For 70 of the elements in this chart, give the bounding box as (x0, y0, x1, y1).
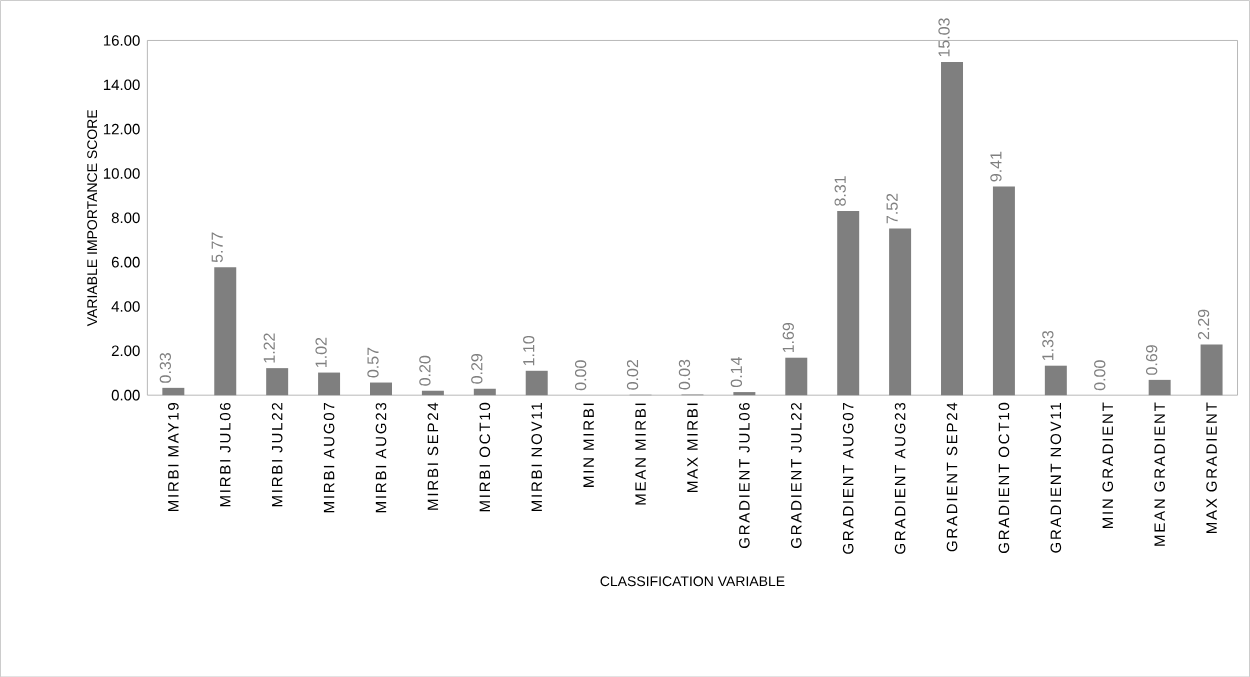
x-tick-label: MEAN MIRBI (635, 403, 646, 505)
data-label: 9.41 (990, 151, 1002, 182)
x-tick-label: MIN MIRBI (583, 403, 594, 487)
data-label: 1.33 (1042, 330, 1054, 360)
bar (889, 228, 912, 395)
data-label: 0.00 (574, 360, 587, 390)
bar (162, 387, 185, 395)
bar (1148, 379, 1171, 395)
x-tick-label: MAX GRADIENT (1206, 402, 1217, 533)
data-label: 8.31 (834, 175, 846, 206)
x-tick-label: MIRBI JUL06 (219, 402, 231, 507)
x-tick-label: GRADIENT SEP24 (946, 402, 958, 552)
y-tick-label: 0.00 (111, 389, 140, 401)
x-tick-label: GRADIENT JUL22 (790, 402, 802, 548)
bar (837, 210, 860, 395)
bar (1044, 365, 1067, 395)
y-tick-label: 6.00 (111, 256, 140, 268)
bar (473, 388, 496, 395)
x-tick-label: MIRBI MAY19 (168, 402, 179, 511)
x-tick-label: MIRBI AUG23 (375, 402, 387, 512)
x-tick-label: GRADIENT AUG07 (842, 402, 854, 554)
data-label: 1.10 (523, 335, 535, 365)
data-label: 0.57 (367, 347, 379, 378)
data-label: 1.22 (263, 333, 275, 363)
x-tick-label: MAX MIRBI (687, 403, 698, 492)
data-label: 0.14 (730, 356, 743, 387)
data-label: 0.33 (159, 352, 172, 383)
x-tick-label: MIRBI OCT10 (479, 402, 491, 512)
bar (370, 382, 392, 395)
data-label: 0.03 (678, 359, 691, 390)
y-tick-label: 8.00 (111, 212, 140, 223)
data-label: 0.02 (626, 359, 639, 390)
bar (992, 186, 1015, 395)
data-label: 7.52 (886, 193, 898, 224)
data-label: 0.00 (1094, 360, 1106, 390)
x-axis-title: CLASSIFICATION VARIABLE (600, 576, 785, 586)
x-tick-label: GRADIENT OCT10 (998, 402, 1010, 553)
data-label: 5.77 (211, 232, 223, 263)
bar (1200, 344, 1223, 395)
x-tick-label: GRADIENT NOV11 (1050, 402, 1062, 553)
data-label: 0.20 (419, 355, 431, 386)
bar (266, 367, 289, 395)
x-tick-label: MIRBI SEP24 (427, 402, 439, 510)
bar (785, 357, 808, 395)
bar (733, 391, 756, 395)
data-label: 1.69 (782, 322, 794, 352)
bar (421, 390, 444, 395)
y-tick-label: 16.00 (103, 34, 140, 46)
x-tick-label: MIRBI JUL22 (271, 402, 283, 507)
y-tick-label: 10.00 (103, 167, 140, 179)
x-tick-label: MIRBI NOV11 (531, 402, 543, 511)
y-tick-label: 12.00 (103, 123, 140, 135)
data-label: 0.29 (471, 353, 483, 384)
x-tick-label: MIRBI AUG07 (323, 402, 335, 512)
data-label: 2.29 (1197, 309, 1210, 339)
bar (525, 370, 548, 395)
data-label: 15.03 (938, 18, 950, 57)
data-label: 0.69 (1146, 344, 1158, 375)
x-tick-label: GRADIENT JUL06 (739, 402, 750, 548)
bar (214, 267, 237, 395)
y-axis-title: VARIABLE IMPORTANCE SCORE (87, 109, 98, 326)
x-tick-label: GRADIENT AUG23 (894, 402, 906, 554)
x-tick-label: MIN GRADIENT (1102, 402, 1114, 528)
y-tick-label: 2.00 (111, 345, 140, 356)
y-tick-label: 14.00 (103, 79, 140, 90)
y-tick-label: 4.00 (111, 300, 140, 312)
data-label: 1.02 (315, 337, 327, 367)
bar (318, 372, 341, 395)
x-tick-label: MEAN GRADIENT (1154, 402, 1165, 546)
bar (941, 61, 964, 395)
